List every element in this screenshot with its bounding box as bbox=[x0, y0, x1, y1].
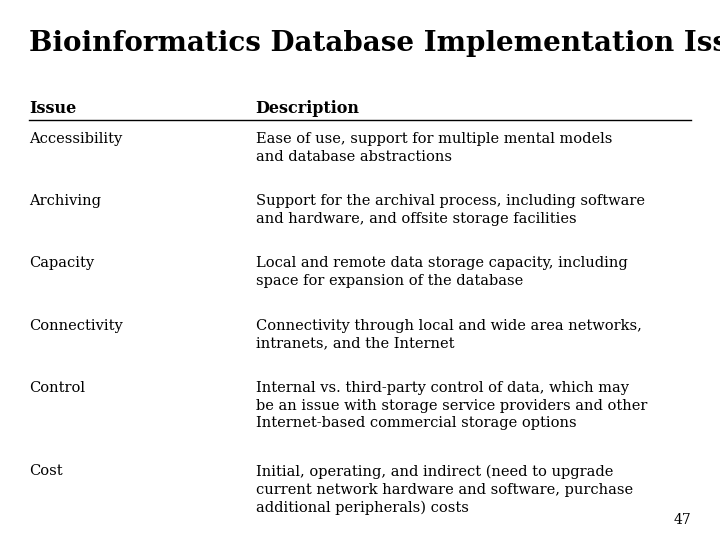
Text: Connectivity: Connectivity bbox=[29, 319, 122, 333]
Text: Cost: Cost bbox=[29, 464, 63, 478]
Text: 47: 47 bbox=[673, 512, 691, 526]
Text: Issue: Issue bbox=[29, 100, 76, 117]
Text: Local and remote data storage capacity, including
space for expansion of the dat: Local and remote data storage capacity, … bbox=[256, 256, 627, 288]
Text: Support for the archival process, including software
and hardware, and offsite s: Support for the archival process, includ… bbox=[256, 194, 644, 226]
Text: Ease of use, support for multiple mental models
and database abstractions: Ease of use, support for multiple mental… bbox=[256, 132, 612, 164]
Text: Connectivity through local and wide area networks,
intranets, and the Internet: Connectivity through local and wide area… bbox=[256, 319, 642, 350]
Text: Description: Description bbox=[256, 100, 359, 117]
Text: Bioinformatics Database Implementation Issues: Bioinformatics Database Implementation I… bbox=[29, 30, 720, 57]
Text: Archiving: Archiving bbox=[29, 194, 101, 208]
Text: Internal vs. third-party control of data, which may
be an issue with storage ser: Internal vs. third-party control of data… bbox=[256, 381, 647, 430]
Text: Capacity: Capacity bbox=[29, 256, 94, 271]
Text: Initial, operating, and indirect (need to upgrade
current network hardware and s: Initial, operating, and indirect (need t… bbox=[256, 464, 633, 515]
Text: Control: Control bbox=[29, 381, 85, 395]
Text: Accessibility: Accessibility bbox=[29, 132, 122, 146]
